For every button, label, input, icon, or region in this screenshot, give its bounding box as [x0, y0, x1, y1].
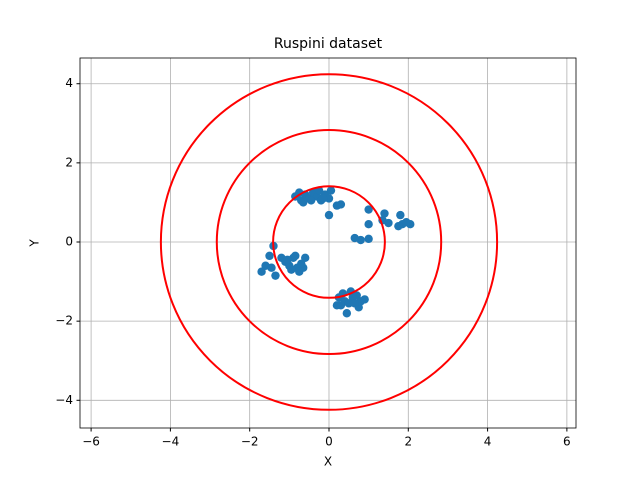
- point: [324, 210, 334, 220]
- point: [364, 220, 373, 229]
- point: [267, 263, 276, 272]
- point: [350, 299, 359, 308]
- point: [271, 271, 280, 280]
- y-tick-label: 2: [65, 155, 73, 169]
- y-tick-label: −4: [55, 393, 73, 407]
- point: [314, 186, 324, 195]
- point: [384, 218, 393, 228]
- point: [364, 234, 373, 244]
- x-tick-label: 4: [484, 435, 492, 449]
- x-tick-label: 2: [404, 435, 412, 449]
- circle: [159, 73, 499, 411]
- point: [301, 253, 310, 263]
- x-axis-label: X: [324, 455, 332, 469]
- point: [291, 251, 300, 261]
- circle: [215, 129, 443, 355]
- point: [283, 255, 292, 265]
- point: [360, 295, 369, 304]
- point: [352, 291, 361, 300]
- point: [287, 265, 296, 274]
- point: [326, 186, 336, 195]
- x-tick-label: −2: [241, 435, 259, 449]
- point: [364, 205, 373, 214]
- point: [396, 210, 405, 220]
- point: [299, 198, 308, 207]
- x-tick-label: −6: [82, 435, 100, 449]
- point: [380, 209, 389, 218]
- x-tick-label: 6: [563, 435, 571, 449]
- point: [318, 194, 328, 203]
- circle: [272, 185, 386, 299]
- point: [306, 196, 316, 205]
- x-tick-label: 0: [325, 435, 333, 449]
- point: [394, 221, 403, 231]
- y-tick-label: −2: [55, 314, 73, 328]
- x-tick-label: −4: [162, 435, 180, 449]
- y-axis-label: Y: [28, 239, 42, 248]
- point: [324, 194, 334, 203]
- plot-frame: [79, 57, 577, 429]
- point: [336, 200, 346, 209]
- point: [342, 309, 352, 318]
- point: [265, 251, 274, 261]
- point: [336, 301, 346, 310]
- point: [344, 299, 354, 308]
- y-tick-label: 4: [65, 76, 73, 90]
- point: [402, 218, 411, 227]
- y-tick-label: 0: [65, 235, 73, 249]
- point: [297, 259, 306, 268]
- point: [356, 235, 365, 245]
- chart-title: Ruspini dataset: [274, 36, 383, 52]
- point: [257, 267, 266, 276]
